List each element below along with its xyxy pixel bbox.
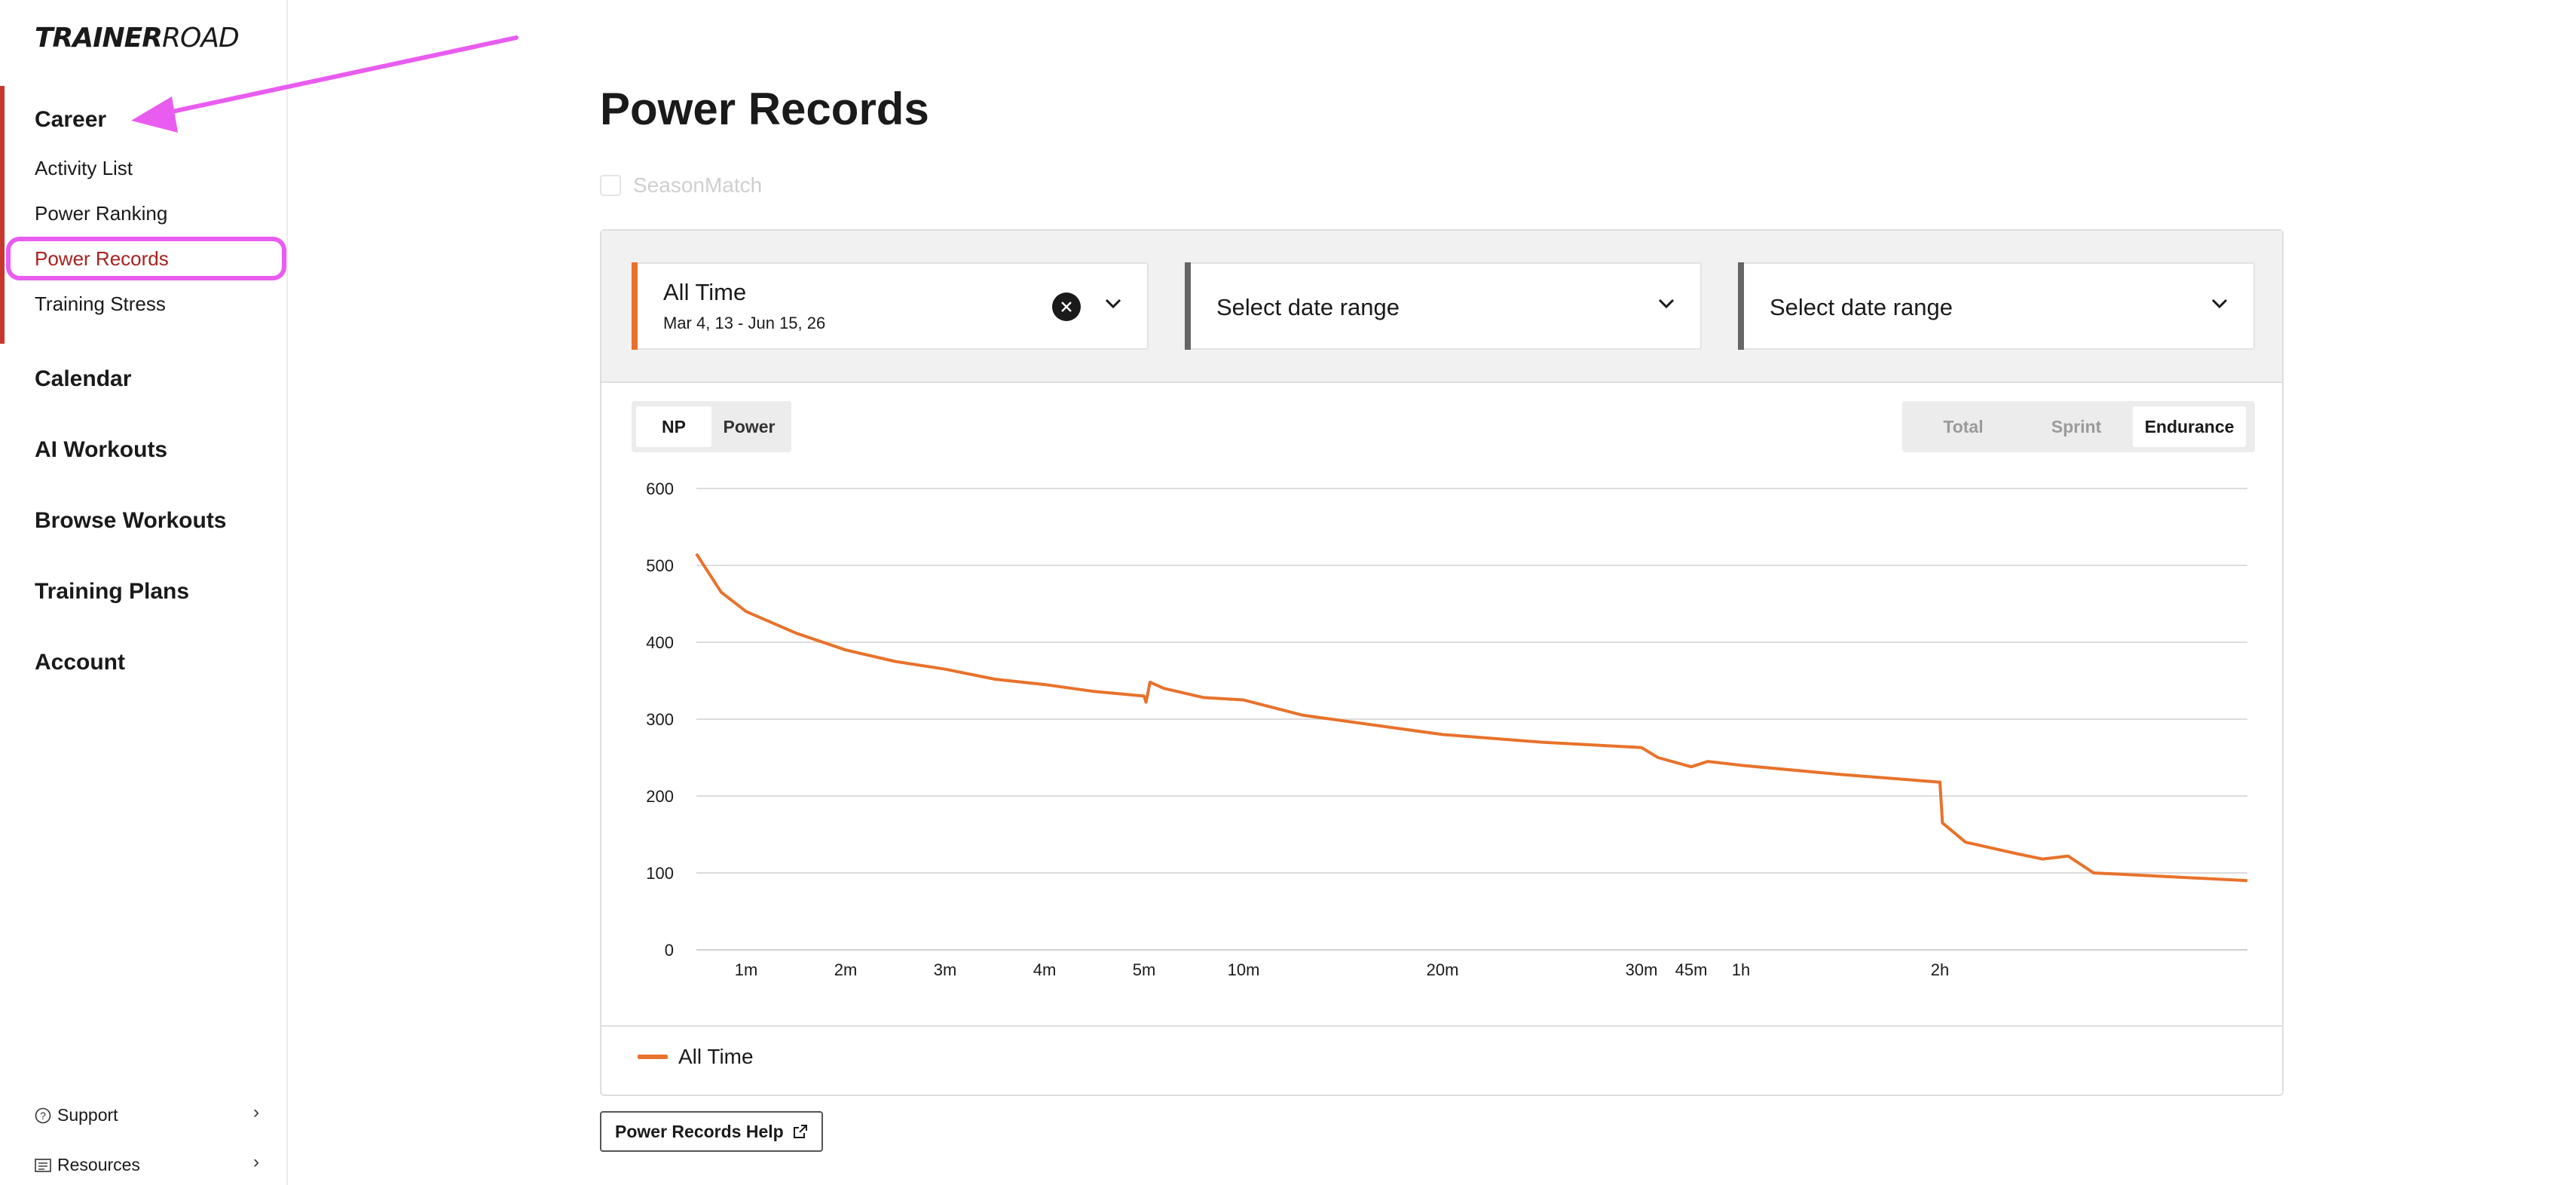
date-range-bar: All Time Mar 4, 13 - Jun 15, 26 Select d…	[601, 231, 2282, 383]
nav-power-ranking[interactable]: Power Ranking	[35, 202, 168, 225]
y-tick-label: 100	[646, 864, 674, 883]
resources-chevron-icon[interactable]: ›	[253, 1152, 259, 1172]
chart-legend: All Time	[638, 1045, 754, 1069]
legend-swatch	[638, 1055, 668, 1059]
metric-toggle: NP Power	[632, 401, 791, 452]
support-chevron-icon[interactable]: ›	[253, 1102, 259, 1122]
x-tick-label: 20m	[1427, 960, 1459, 979]
power-records-highlight-annotation	[6, 237, 286, 280]
seasonmatch-toggle[interactable]: SeasonMatch	[600, 173, 762, 198]
date-range-select-1[interactable]: All Time Mar 4, 13 - Jun 15, 26	[632, 262, 1149, 350]
range-dates: Mar 4, 13 - Jun 15, 26	[663, 314, 826, 332]
support-label: Support	[57, 1105, 118, 1125]
resources-label: Resources	[57, 1155, 140, 1174]
x-tick-label: 1h	[1732, 960, 1750, 979]
trainerroad-logo[interactable]: TRAINERROAD	[35, 23, 240, 54]
x-tick-label: 1m	[735, 960, 758, 979]
nav-browse-workouts[interactable]: Browse Workouts	[35, 508, 227, 533]
nav-career[interactable]: Career	[35, 107, 107, 132]
career-section-indicator	[0, 86, 5, 344]
nav-power-records[interactable]: Power Records	[35, 247, 169, 270]
power-records-panel: All Time Mar 4, 13 - Jun 15, 26 Select d…	[600, 229, 2284, 1096]
x-tick-label: 2m	[834, 960, 858, 979]
nav-calendar[interactable]: Calendar	[35, 366, 132, 391]
legend-divider	[601, 1025, 2282, 1027]
power-records-help-button[interactable]: Power Records Help	[600, 1111, 823, 1152]
y-tick-label: 500	[646, 556, 674, 575]
chevron-down-icon	[1658, 299, 1675, 309]
sidebar: TRAINERROAD Career Activity List Power R…	[0, 0, 288, 1185]
y-tick-label: 600	[646, 479, 674, 498]
x-tick-label: 10m	[1228, 960, 1260, 979]
x-tick-label: 45m	[1675, 960, 1708, 979]
nav-support[interactable]: ? Support	[35, 1105, 118, 1125]
chevron-down-icon	[2211, 299, 2228, 309]
np-toggle-button[interactable]: NP	[636, 406, 711, 447]
range-accent-bar	[1738, 262, 1744, 350]
nav-training-stress[interactable]: Training Stress	[35, 292, 166, 315]
y-tick-label: 0	[665, 941, 674, 960]
sprint-toggle-button[interactable]: Sprint	[2051, 416, 2102, 436]
seasonmatch-checkbox[interactable]	[600, 175, 621, 196]
x-tick-label: 5m	[1133, 960, 1156, 979]
legend-label: All Time	[678, 1045, 754, 1068]
date-range-select-2[interactable]: Select date range	[1185, 262, 1702, 350]
y-tick-label: 400	[646, 633, 674, 652]
chevron-down-icon	[1105, 299, 1121, 309]
total-toggle-button[interactable]: Total	[1943, 416, 1984, 436]
seasonmatch-label: SeasonMatch	[633, 173, 763, 197]
endurance-toggle-button[interactable]: Endurance	[2133, 406, 2246, 447]
record-type-toggle: Total Sprint Endurance	[1902, 401, 2255, 452]
svg-text:?: ?	[40, 1110, 46, 1122]
date-range-select-3[interactable]: Select date range	[1738, 262, 2255, 350]
x-tick-label: 2h	[1931, 960, 1949, 979]
close-icon	[1061, 302, 1072, 312]
y-tick-label: 300	[646, 710, 674, 729]
question-circle-icon: ?	[35, 1107, 51, 1123]
external-link-icon	[793, 1125, 807, 1138]
x-tick-label: 30m	[1626, 960, 1658, 979]
nav-activity-list[interactable]: Activity List	[35, 157, 133, 179]
range-placeholder: Select date range	[1770, 294, 1953, 320]
range-placeholder: Select date range	[1216, 294, 1400, 320]
help-button-label: Power Records Help	[615, 1121, 784, 1141]
page-title: Power Records	[600, 84, 929, 134]
document-icon	[35, 1158, 51, 1172]
annotation-arrow-icon	[131, 35, 519, 133]
x-tick-label: 4m	[1033, 960, 1057, 979]
y-tick-label: 200	[646, 787, 674, 806]
nav-resources[interactable]: Resources	[35, 1155, 140, 1175]
power-curve-chart[interactable]: 0 100 200 300 400 500 600 1m 2m 3m 4m 5m 10m 20m 30m 45…	[601, 457, 2282, 1015]
x-tick-label: 3m	[934, 960, 957, 979]
nav-training-plans[interactable]: Training Plans	[35, 579, 190, 604]
power-toggle-button[interactable]: Power	[723, 416, 776, 436]
clear-range-button[interactable]	[1052, 292, 1081, 321]
series-line-all-time[interactable]	[695, 553, 2248, 883]
nav-ai-workouts[interactable]: AI Workouts	[35, 437, 168, 462]
range-accent-bar	[1185, 262, 1191, 350]
nav-account[interactable]: Account	[35, 650, 125, 675]
range-accent-bar	[632, 262, 638, 350]
range-label: All Time	[663, 279, 747, 305]
